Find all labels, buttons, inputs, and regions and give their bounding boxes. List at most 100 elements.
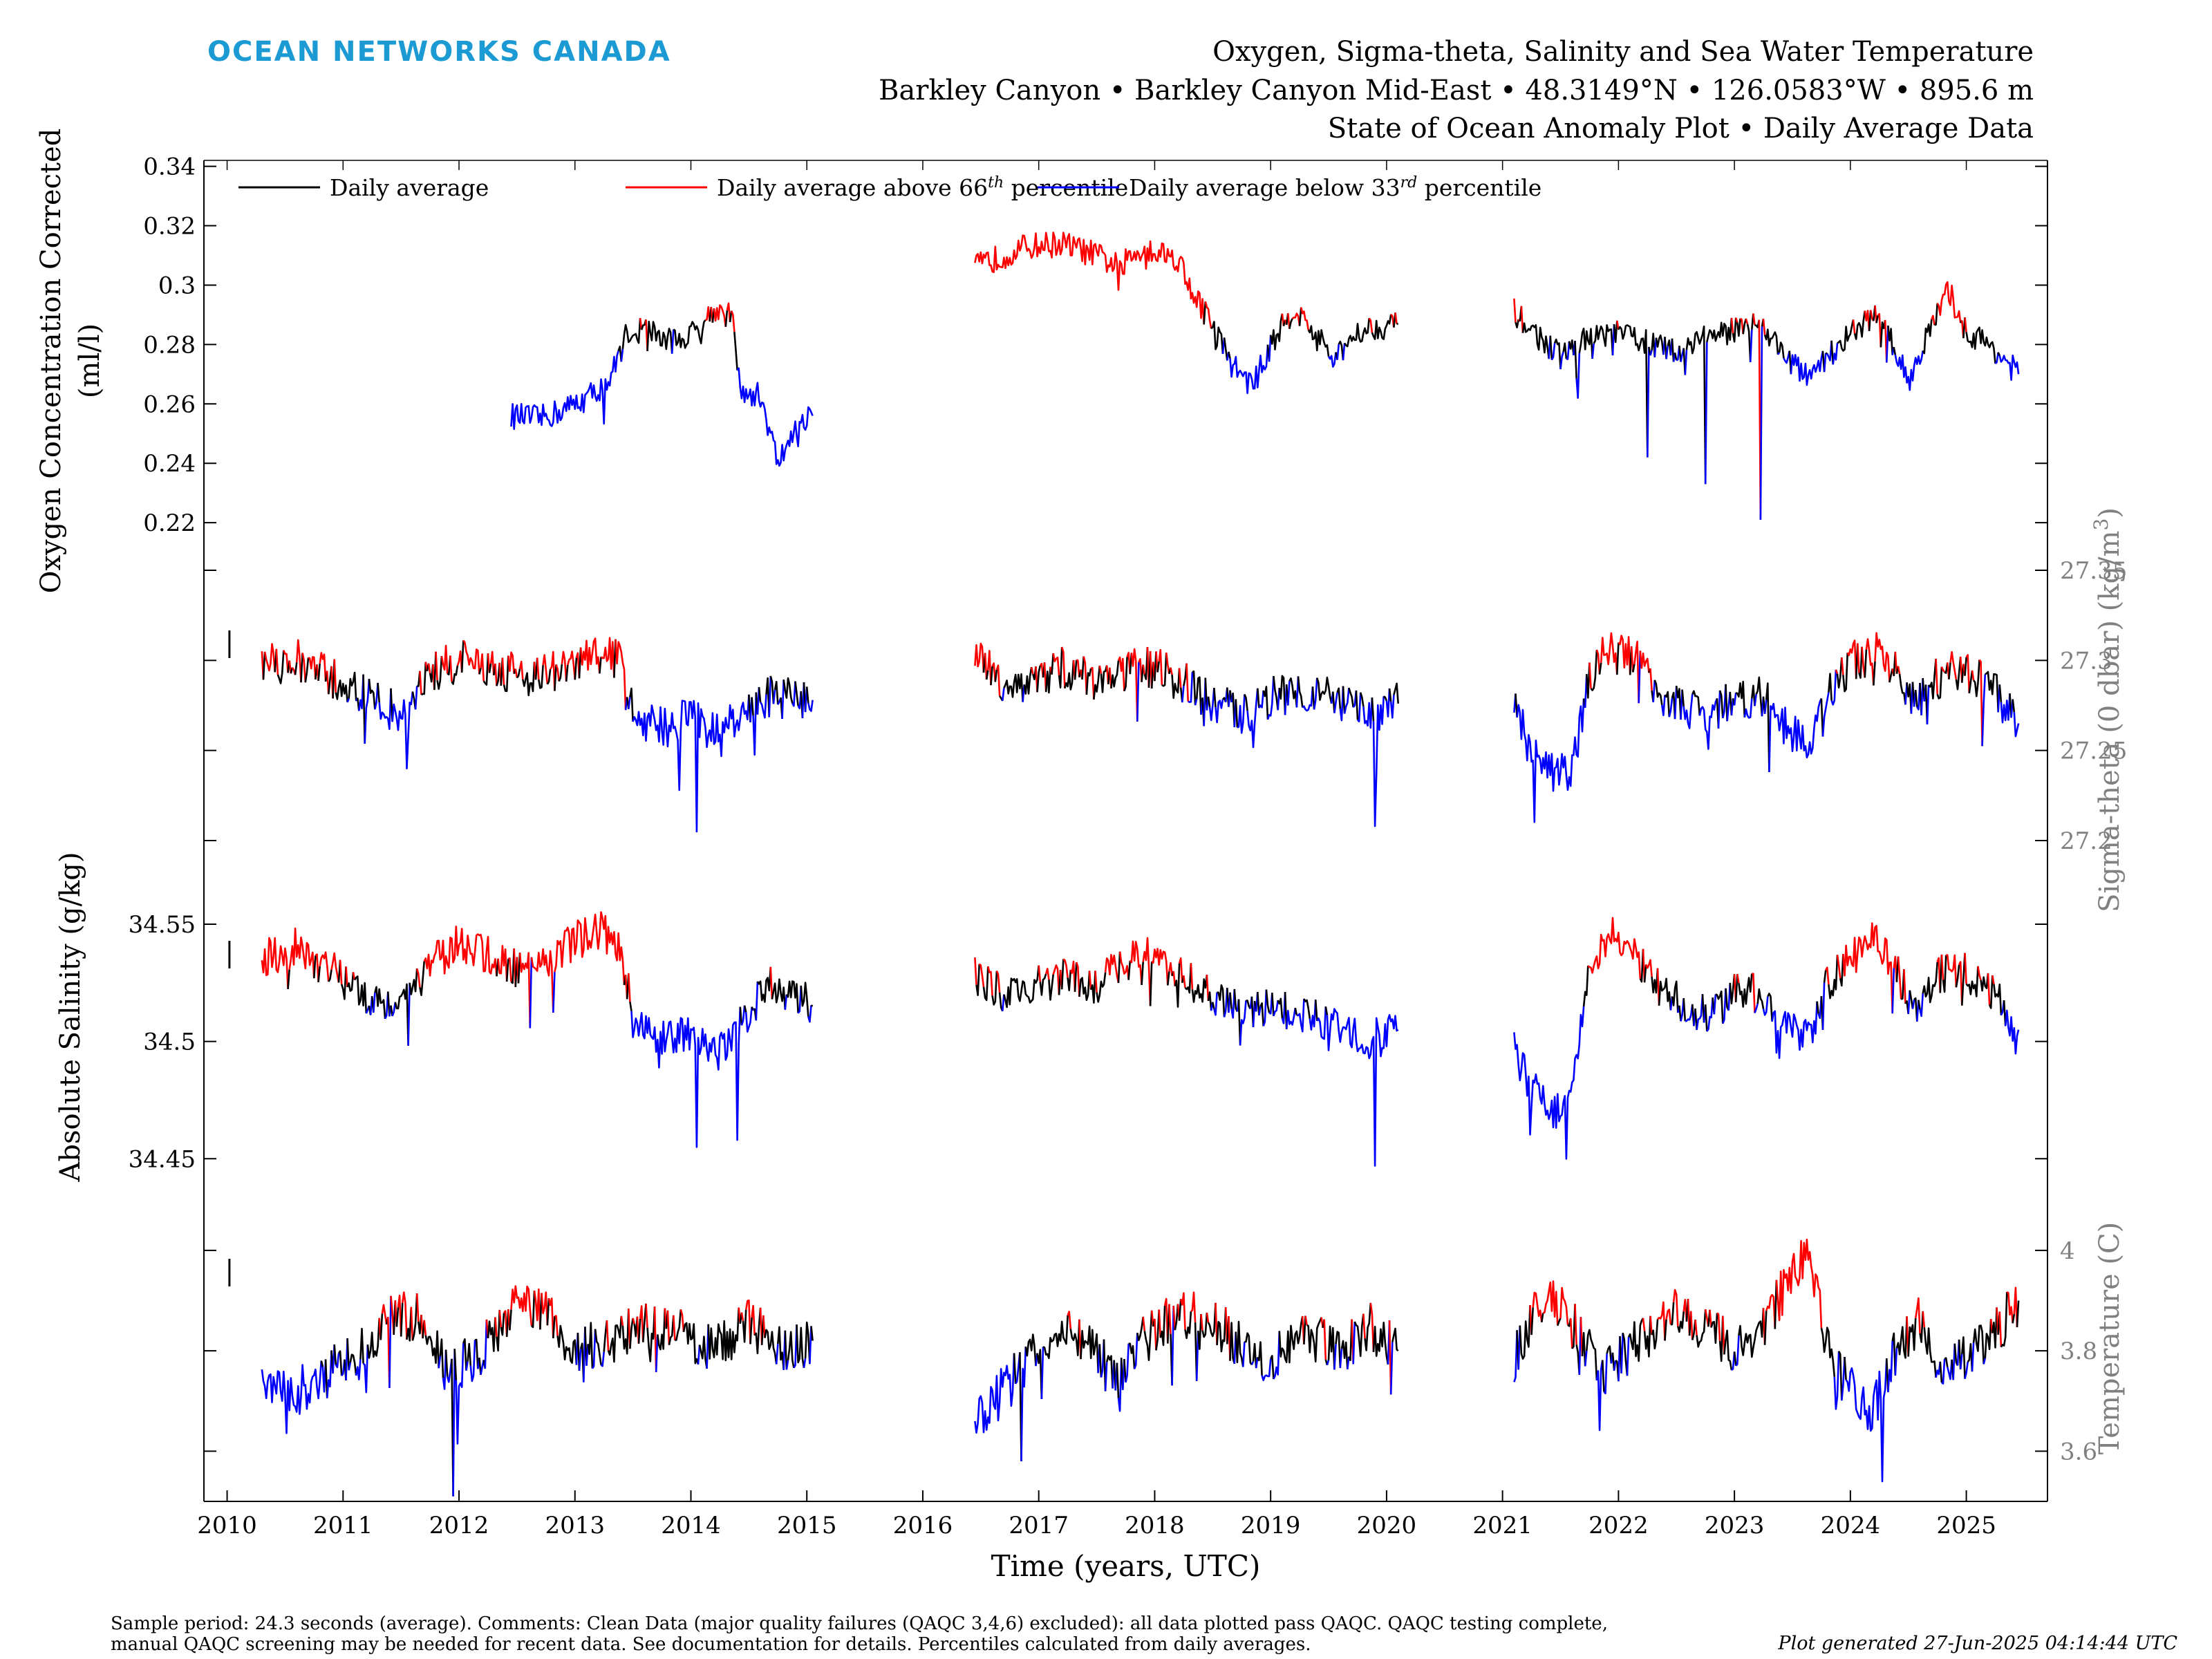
- oxygen-series-2-low-run-54: [1749, 329, 1753, 362]
- oxygen-series-2-low-run-44: [1704, 341, 1708, 485]
- salinity-series-2-low-run-28: [1722, 988, 1727, 1024]
- temperature-series-1-high-run-55: [1200, 1313, 1203, 1331]
- oxygen-series-1-high-run-28: [1368, 317, 1374, 333]
- salinity-series-1-normal-run-87: [1324, 1006, 1329, 1015]
- temperature-series-0-normal-run-43: [439, 1338, 444, 1378]
- x-tick-label: 2020: [1357, 1512, 1417, 1539]
- temperature-series-0-normal-run-35: [411, 1293, 418, 1341]
- sigma-theta-series-1-normal-run-84: [1213, 688, 1217, 708]
- salinity-series-0-low-run-56: [744, 1006, 753, 1033]
- temperature-series-2-high-run-37: [1649, 1315, 1653, 1335]
- temperature-series-0-low-run-142: [803, 1358, 807, 1368]
- sigma-theta-y-tick-label: 27.25: [2060, 738, 2127, 765]
- salinity-y-tick-label: 34.55: [129, 911, 196, 939]
- temperature-series-2-normal-run-74: [1844, 1356, 1847, 1380]
- temperature-series-2-low-run-87: [1935, 1361, 1942, 1378]
- temperature-series-2-low-run-103: [1983, 1358, 1987, 1365]
- temperature-series-0-low-run-91: [600, 1351, 605, 1367]
- oxygen-series-0-high-run-16: [726, 302, 731, 323]
- salinity-series-0-normal-run-67: [800, 982, 809, 1017]
- oxygen-y-tick-label: 0.28: [143, 331, 196, 359]
- salinity-series-0-low-run-20: [373, 993, 376, 1013]
- salinity-series-2-high-run-53: [1893, 955, 1898, 982]
- sigma-theta-series-1-normal-run-76: [1195, 676, 1202, 715]
- sigma-theta-series-0-high-run-14: [301, 653, 307, 683]
- sigma-theta-series-1-low-run-127: [1362, 697, 1374, 729]
- sigma-theta-series-2-normal-run-60: [1836, 657, 1843, 689]
- sigma-theta-series-1-normal-run-43: [1110, 660, 1120, 689]
- x-tick-label: 2016: [893, 1512, 953, 1539]
- oxygen-series-2-high-run-75: [1852, 319, 1856, 334]
- salinity-series-1-high-run-34: [1142, 937, 1152, 1006]
- sigma-theta-series-1-normal-run-45: [1123, 657, 1128, 692]
- oxygen-series-2-high-run-50: [1739, 317, 1744, 335]
- temperature-series-2-normal-run-88: [1939, 1361, 1943, 1383]
- temperature-series-0-normal-run-94: [607, 1315, 623, 1363]
- oxygen-series-2-low-run-18: [1591, 343, 1595, 359]
- temperature-series-1-normal-run-46: [1174, 1304, 1179, 1331]
- oxygen-series-2-low-run-71: [1826, 340, 1833, 362]
- salinity-series-0-low-run-28: [407, 982, 411, 1046]
- oxygen-series-0-high-run-10: [705, 306, 711, 322]
- sigma-theta-series-1-high-run-52: [1142, 664, 1146, 675]
- salinity-series-2-high-run-75: [1964, 953, 1967, 984]
- oxygen-series-1-normal-run-29: [1371, 314, 1392, 340]
- salinity-series-2-high-run-79: [1987, 973, 1991, 1005]
- temperature-series-0-normal-run-90: [594, 1329, 602, 1365]
- sigma-theta-series-1-normal-run-94: [1235, 699, 1239, 728]
- temperature-series-1-normal-run-97: [1364, 1302, 1372, 1351]
- oxygen-series-1-normal-run-27: [1344, 318, 1370, 348]
- sigma-theta-y-label-text: Sigma-theta (0 dbar) (kg/m3): [2090, 507, 2126, 912]
- sigma-theta-series-2-high-run-20: [1649, 668, 1653, 691]
- oxygen-y-tick-label: 0.24: [143, 450, 196, 478]
- sigma-theta-series-2-normal-run-117: [2012, 699, 2016, 713]
- salinity-y-label-text: Absolute Salinity (g/kg): [55, 852, 86, 1182]
- sigma-theta-series-2-high-run-109: [1978, 659, 1983, 747]
- salinity-series-2-normal-run-50: [1839, 954, 1844, 987]
- temperature-series-0-normal-run-76: [546, 1298, 550, 1326]
- temperature-series-2-normal-run-100: [1967, 1343, 1974, 1372]
- temperature-series-0-normal-run-31: [400, 1302, 404, 1337]
- temperature-series-0-normal-run-127: [749, 1317, 753, 1344]
- salinity-series-1-normal-run-71: [1259, 1002, 1264, 1027]
- sigma-theta-series-2-high-run-99: [1949, 650, 1958, 680]
- salinity-series-1-low-run-84: [1309, 1000, 1317, 1031]
- sigma-theta-series-2-normal-run-37: [1718, 690, 1724, 718]
- oxygen-series-2-normal-run-64: [1778, 341, 1785, 359]
- oxygen-series-1-normal-run-21: [1307, 325, 1330, 357]
- temperature-series-2-high-run-109: [1998, 1311, 2003, 1347]
- temperature-series-0-normal-run-113: [668, 1315, 675, 1345]
- oxygen-series-2-normal-run-89: [1893, 346, 1897, 355]
- temperature-series-2-normal-run-18: [1581, 1331, 1586, 1367]
- temperature-series-1-normal-run-5: [1024, 1333, 1037, 1367]
- sigma-theta-series-1-low-run-119: [1339, 686, 1344, 722]
- sigma-theta-series-2-low-run-44: [1733, 693, 1737, 706]
- salinity-series-2-normal-run-76: [1965, 966, 1979, 997]
- temperature-series-1-high-run-98: [1369, 1302, 1375, 1352]
- salinity-series-1-high-run-0: [974, 957, 977, 985]
- salinity-series-0-normal-run-15: [353, 975, 368, 1014]
- x-tick-label: 2023: [1705, 1512, 1765, 1539]
- temperature-series-2-low-run-77: [1887, 1340, 1893, 1393]
- sigma-theta-series-0-high-run-90: [561, 650, 568, 682]
- sigma-theta-series-2-normal-run-11: [1616, 642, 1620, 675]
- sigma-theta-series-1-high-run-0: [974, 642, 985, 673]
- sigma-theta-series-2-high-run-18: [1639, 650, 1650, 673]
- sigma-theta-series-1-normal-run-5: [990, 666, 993, 686]
- salinity-series-0-high-run-46: [554, 911, 626, 986]
- salinity-series-0-normal-run-61: [756, 966, 772, 1003]
- sigma-theta-series-0-normal-run-118: [774, 681, 779, 705]
- temperature-series-1-high-run-79: [1304, 1315, 1308, 1326]
- temperature-series-1-high-run-38: [1158, 1309, 1162, 1338]
- temperature-series-2-normal-run-24: [1606, 1345, 1613, 1364]
- axes-layer: [203, 160, 2048, 1502]
- oxygen-y-label: Oxygen Concentration Corrected (ml/l): [35, 129, 106, 594]
- sigma-theta-series-2-normal-run-47: [1751, 684, 1756, 706]
- temperature-series-0-high-run-114: [673, 1315, 676, 1341]
- sigma-theta-series-1-normal-run-29: [1074, 659, 1078, 680]
- salinity-series-2-normal-run-48: [1828, 955, 1839, 1000]
- sigma-theta-series-2-low-run-2: [1516, 698, 1585, 823]
- sigma-theta-series-0-low-run-131: [807, 700, 814, 712]
- oxygen-series-1-high-run-32: [1394, 312, 1398, 324]
- sigma-theta-series-1-high-run-24: [1052, 653, 1060, 676]
